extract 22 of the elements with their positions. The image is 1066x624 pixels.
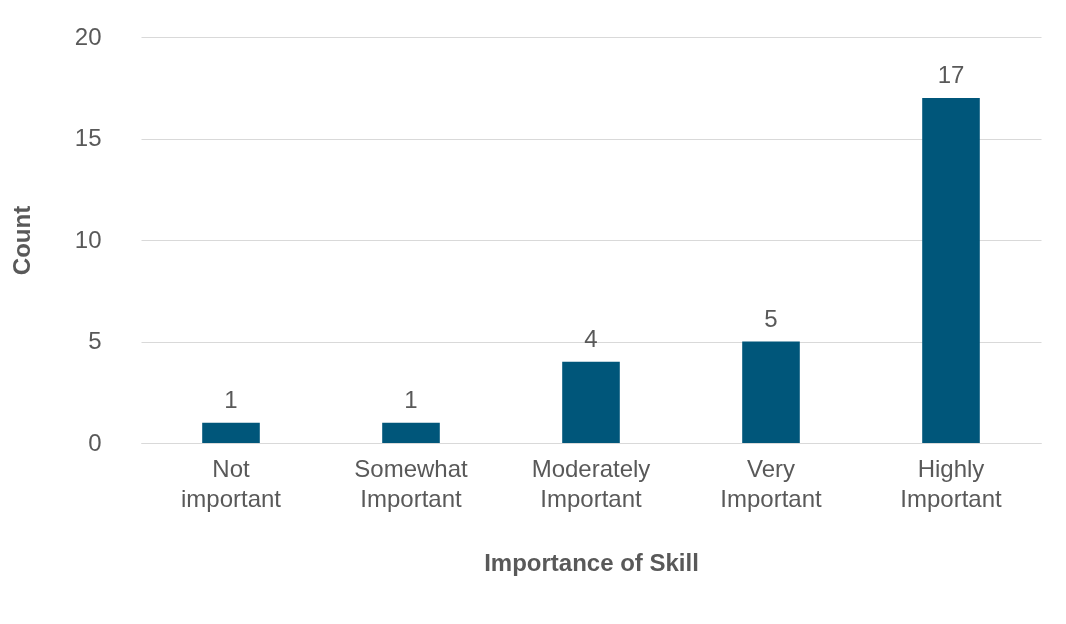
y-axis-title: Count xyxy=(7,205,35,276)
x-tick-label: Not important xyxy=(180,454,282,512)
data-label: 4 xyxy=(584,324,598,352)
x-tick-label: Very Important xyxy=(720,454,823,512)
y-tick-label: 15 xyxy=(74,124,102,151)
bar xyxy=(202,422,260,443)
y-tick-label: 0 xyxy=(88,428,102,456)
bar xyxy=(562,361,620,443)
data-label: 1 xyxy=(404,385,418,413)
x-tick-label: Highly Important xyxy=(900,454,1003,512)
data-label: 1 xyxy=(224,385,238,413)
y-tick-label: 5 xyxy=(88,327,102,354)
data-label: 5 xyxy=(764,304,778,332)
y-tick-label: 10 xyxy=(74,225,102,253)
bar xyxy=(922,97,980,443)
bar xyxy=(742,341,800,443)
y-tick-label: 20 xyxy=(74,22,102,50)
bar xyxy=(382,422,440,443)
x-axis-title: Importance of Skill xyxy=(484,548,699,576)
x-tick-label: Moderately Important xyxy=(531,454,651,512)
data-label: 17 xyxy=(937,60,965,88)
x-tick-label: Somewhat Important xyxy=(354,454,469,512)
